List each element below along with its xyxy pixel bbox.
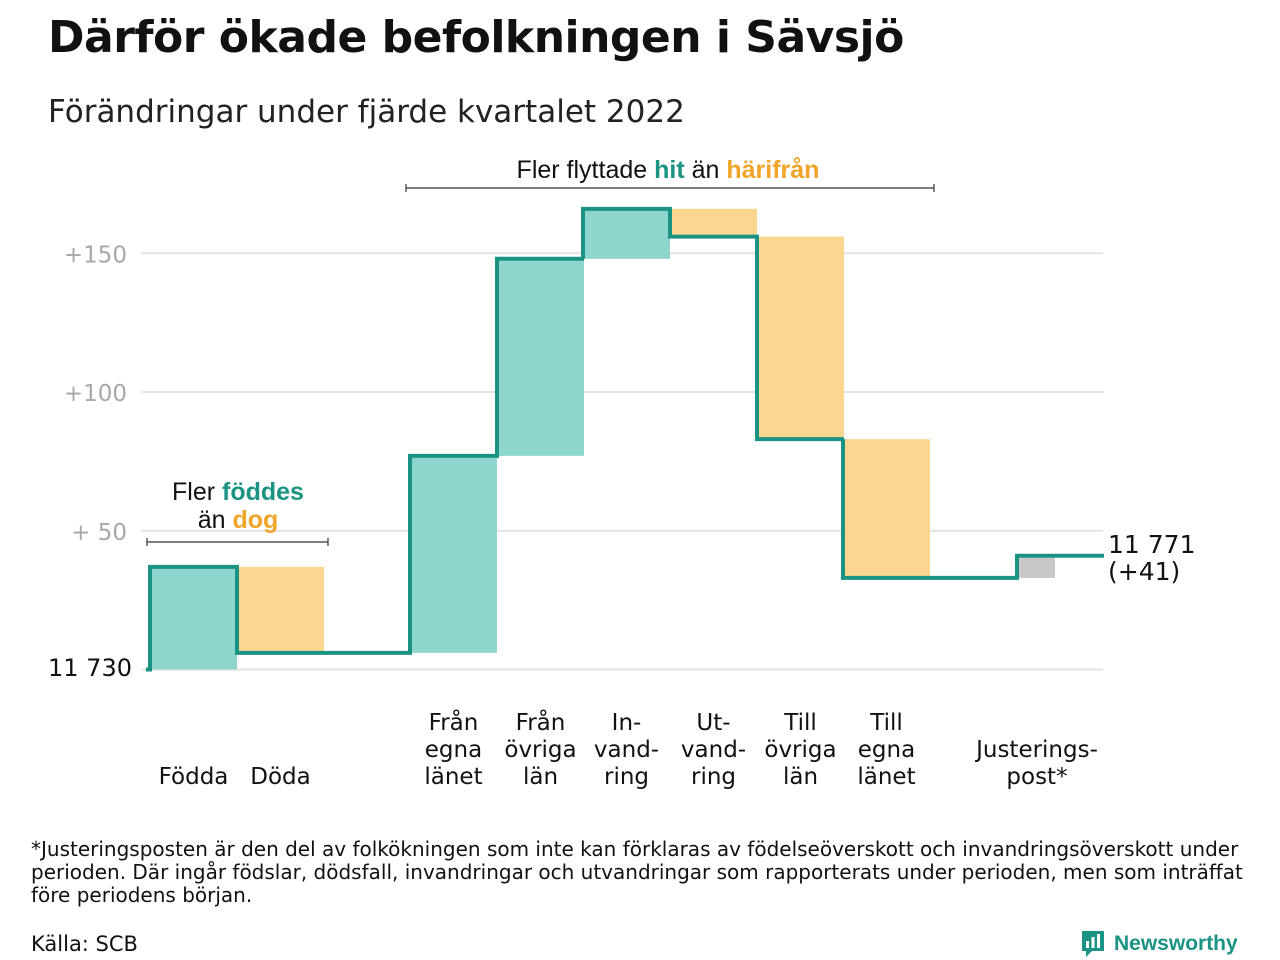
footnote: *Justeringsposten är den del av folkökni… <box>31 837 1243 907</box>
category-label: Justerings- <box>974 737 1098 763</box>
category-label: vand- <box>594 737 659 763</box>
category-label: Döda <box>250 764 310 790</box>
births-annotation-line2: än dog <box>198 506 279 534</box>
step-line-layer <box>146 206 1104 672</box>
category-label: Ut- <box>696 710 730 736</box>
category-label: län <box>523 764 558 790</box>
bar <box>583 208 670 259</box>
source-note: Källa: SCB <box>31 932 138 956</box>
category-label: länet <box>424 764 482 790</box>
bar <box>757 236 844 440</box>
end-value-label: 11 771 <box>1108 530 1195 559</box>
grid-layer: + 50 +100 +150 <box>64 242 1103 671</box>
category-label: ring <box>691 764 736 790</box>
bar <box>1017 555 1055 578</box>
category-label: Från <box>516 708 566 736</box>
cumulative-step-line <box>146 206 1104 672</box>
chart-subtitle: Förändringar under fjärde kvartalet 2022 <box>48 94 685 130</box>
births-annotation-foddes: föddes <box>222 478 304 506</box>
brand-logo[interactable]: Newsworthy <box>1080 928 1238 960</box>
category-label: Till <box>783 710 817 736</box>
migration-annotation-hit: hit <box>654 156 685 184</box>
bar <box>410 455 497 653</box>
births-annotation-dog: dog <box>232 506 278 534</box>
bar <box>497 258 584 456</box>
brand-name: Newsworthy <box>1114 932 1238 955</box>
chart-title: Därför ökade befolkningen i Sävsjö <box>48 12 904 63</box>
y-tick-label: +100 <box>64 381 127 407</box>
category-label: egna <box>858 737 915 763</box>
category-label: egna <box>425 737 482 763</box>
category-label: Födda <box>159 764 229 790</box>
y-tick-label: + 50 <box>71 520 127 546</box>
category-label: län <box>783 764 818 790</box>
births-annotation-pre2: än <box>198 506 233 534</box>
bar-layer <box>150 208 1055 670</box>
category-label: Till <box>869 710 903 736</box>
category-label: vand- <box>681 737 746 763</box>
category-label: övriga <box>504 737 576 763</box>
bar <box>843 439 930 578</box>
category-label: post* <box>1006 764 1067 790</box>
migration-annotation-mid: än <box>685 156 727 184</box>
base-value-label: 11 730 <box>48 654 132 682</box>
bar <box>150 566 237 670</box>
category-label: Från <box>429 708 479 736</box>
bar <box>670 208 757 237</box>
migration-annotation-harifran: härifrån <box>726 156 819 184</box>
category-label: ring <box>604 764 649 790</box>
category-label: övriga <box>764 737 836 763</box>
category-label: In- <box>612 710 642 736</box>
end-change-label: (+41) <box>1108 557 1180 586</box>
bar-chart-icon <box>1082 931 1104 957</box>
births-annotation-line1: Fler föddes <box>172 478 304 506</box>
bar <box>237 566 324 653</box>
migration-bracket <box>405 184 935 192</box>
births-bracket <box>146 538 329 546</box>
category-label: länet <box>857 764 915 790</box>
migration-annotation: Fler flyttade hit än härifrån <box>517 156 820 184</box>
waterfall-chart: + 50+100+150 Födda DödaFrånegnalänetFrånö… <box>48 156 1195 790</box>
label-layer: Födda DödaFrånegnalänetFrånövrigalänIn-va… <box>48 530 1195 790</box>
births-annotation-pre1: Fler <box>172 478 222 506</box>
y-tick-label: +150 <box>64 242 127 268</box>
migration-annotation-pre: Fler flyttade <box>517 156 655 184</box>
